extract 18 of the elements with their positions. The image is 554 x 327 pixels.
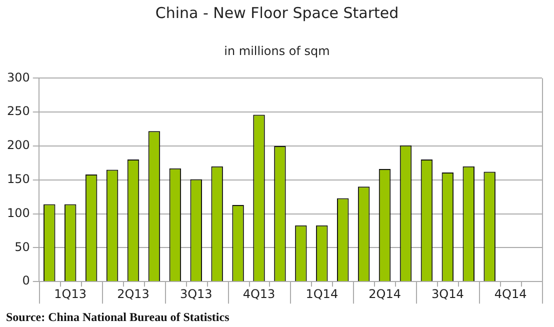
chart-subtitle: in millions of sqm xyxy=(223,44,331,58)
x-tick-label: 1Q14 xyxy=(306,286,338,301)
x-tick-label: 3Q13 xyxy=(180,286,212,301)
x-tick-label: 4Q14 xyxy=(494,286,527,301)
x-tick-label: 3Q14 xyxy=(431,286,464,301)
y-tick-label: 250 xyxy=(7,104,30,118)
y-tick-label: 50 xyxy=(14,240,30,254)
chart-title: China - New Floor Space Started xyxy=(154,4,400,22)
x-tick-label: 2Q14 xyxy=(368,286,401,301)
y-tick-label: 150 xyxy=(7,172,30,186)
y-tick-label: 200 xyxy=(7,138,30,152)
source-note: Source: China National Bureau of Statistics xyxy=(6,310,230,325)
x-tick-label: 4Q13 xyxy=(242,286,276,301)
x-tick-label: 1Q13 xyxy=(54,286,87,301)
y-tick-label: 300 xyxy=(7,70,30,84)
y-tick-label: 0 xyxy=(22,274,30,288)
y-tick-label: 100 xyxy=(7,206,30,220)
x-tick-label: 2Q13 xyxy=(117,286,150,301)
